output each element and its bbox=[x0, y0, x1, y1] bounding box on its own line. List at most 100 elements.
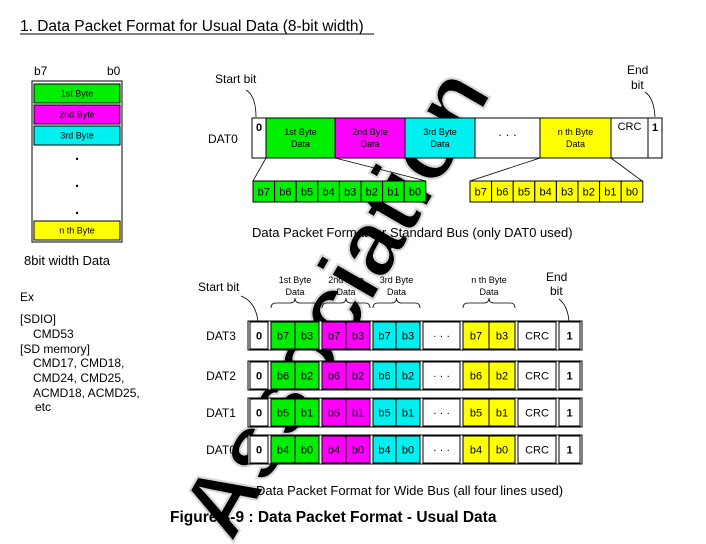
wide-bit-label: b5 bbox=[277, 407, 289, 419]
standard-expansion-connector bbox=[334, 157, 427, 182]
wide-crc-cell bbox=[517, 398, 557, 427]
examples-line: CMD53 bbox=[33, 327, 74, 341]
wide-start-bit-value: 0 bbox=[256, 407, 262, 419]
wide-end-bit-cell bbox=[558, 398, 581, 427]
section-heading: 1. Data Packet Format for Usual Data (8-… bbox=[20, 18, 364, 35]
wide-bit-cell bbox=[294, 435, 320, 464]
standard-byte-field-label: 1st Byte bbox=[284, 127, 317, 137]
standard-bit-label: b3 bbox=[561, 186, 573, 198]
examples-block: Ex [SDIO] CMD53 [SD memory] CMD17, CMD18… bbox=[20, 290, 140, 414]
wide-bit-cell bbox=[345, 435, 371, 464]
wide-byte-brace bbox=[321, 297, 371, 309]
standard-bit-cell bbox=[403, 180, 427, 203]
wide-bit-label: b0 bbox=[496, 444, 508, 456]
standard-bit-label: b6 bbox=[496, 186, 508, 198]
byte-column-dot: . bbox=[75, 147, 79, 164]
wide-byte-brace bbox=[462, 297, 516, 309]
wide-bit-label: b6 bbox=[328, 370, 340, 382]
wide-bit-label: b0 bbox=[352, 444, 364, 456]
wide-bit-cell bbox=[345, 398, 371, 427]
standard-byte-field-label: n th Byte bbox=[558, 127, 594, 137]
byte-column-row bbox=[33, 83, 121, 104]
wide-end-bit-value: 1 bbox=[566, 444, 572, 456]
wide-crc-label: CRC bbox=[525, 370, 549, 382]
standard-bit-cell bbox=[620, 180, 644, 203]
byte-column-caption: 8bit width Data bbox=[24, 253, 111, 268]
standard-bus-caption: Data Packet Format for Standard Bus (onl… bbox=[252, 225, 573, 240]
standard-end-bit-label: bit bbox=[631, 78, 644, 92]
wide-byte-header-label: Data bbox=[387, 287, 406, 297]
standard-expansion-connector bbox=[469, 157, 541, 182]
wide-byte-header-label: Data bbox=[285, 287, 304, 297]
wide-crc-label: CRC bbox=[525, 407, 549, 419]
standard-start-bit-pointer bbox=[245, 89, 257, 118]
wide-ellipsis-cell bbox=[422, 398, 461, 427]
wide-bit-label: b2 bbox=[301, 370, 313, 382]
byte-column-row bbox=[33, 220, 121, 241]
wide-ellipsis: · · · bbox=[433, 444, 450, 456]
wide-bit-label: b3 bbox=[496, 330, 508, 342]
wide-line-label: DAT0 bbox=[206, 443, 236, 457]
standard-byte-field-label: Data bbox=[430, 139, 449, 149]
standard-bit-label: b4 bbox=[539, 186, 551, 198]
wide-start-bit-cell bbox=[249, 361, 269, 390]
standard-bit-label: b6 bbox=[279, 186, 291, 198]
examples-title: Ex bbox=[20, 290, 34, 304]
wide-ellipsis-cell bbox=[422, 435, 461, 464]
wide-byte-header-label: 2nd Byte bbox=[328, 275, 364, 285]
wide-bit-cell bbox=[462, 435, 490, 464]
wide-end-bit-cell bbox=[558, 321, 581, 350]
wide-bit-label: b7 bbox=[328, 330, 340, 342]
wide-bit-label: b6 bbox=[277, 370, 289, 382]
wide-start-bit-value: 0 bbox=[256, 330, 262, 342]
examples-line: CMD17, CMD18, bbox=[33, 356, 124, 370]
wide-bit-cell bbox=[294, 361, 320, 390]
wide-start-bit-cell bbox=[249, 398, 269, 427]
wide-bit-cell bbox=[294, 321, 320, 350]
standard-ellipsis-cell bbox=[474, 117, 541, 159]
wide-end-bit-label: bit bbox=[550, 284, 563, 298]
wide-ellipsis: · · · bbox=[433, 330, 450, 342]
standard-end-bit-value: 1 bbox=[652, 122, 658, 134]
wide-crc-cell bbox=[517, 435, 557, 464]
wide-byte-brace bbox=[372, 297, 421, 309]
wide-line-label: DAT3 bbox=[206, 329, 236, 343]
standard-start-bit-value: 0 bbox=[256, 122, 262, 134]
wide-end-bit-label: End bbox=[546, 270, 567, 284]
wide-start-bit-label: Start bit bbox=[198, 280, 240, 294]
wide-start-bit-cell bbox=[249, 321, 269, 350]
standard-byte-field bbox=[539, 117, 612, 159]
wide-bit-cell bbox=[321, 435, 347, 464]
examples-line: etc bbox=[35, 400, 51, 414]
standard-bit-label: b4 bbox=[322, 186, 334, 198]
wide-end-bit-value: 1 bbox=[566, 330, 572, 342]
wide-crc-label: CRC bbox=[525, 444, 549, 456]
wide-bit-cell bbox=[488, 435, 516, 464]
figure-caption: Figure 3-9 : Data Packet Format - Usual … bbox=[170, 509, 497, 526]
wide-bit-label: b0 bbox=[301, 444, 313, 456]
wide-bit-label: b3 bbox=[301, 330, 313, 342]
byte-column-row-label: 2nd Byte bbox=[59, 110, 95, 120]
wide-bit-label: b2 bbox=[496, 370, 508, 382]
wide-bit-label: b1 bbox=[496, 407, 508, 419]
wide-bit-cell bbox=[321, 398, 347, 427]
byte-column-row-label: 3rd Byte bbox=[60, 131, 94, 141]
wide-bit-cell bbox=[395, 398, 421, 427]
wide-end-bit-value: 1 bbox=[566, 370, 572, 382]
examples-line: CMD24, CMD25, bbox=[33, 371, 124, 385]
wide-bit-label: b4 bbox=[277, 444, 289, 456]
standard-byte-field-label: 3rd Byte bbox=[423, 127, 457, 137]
wide-bit-label: b7 bbox=[470, 330, 482, 342]
standard-end-bit-pointer bbox=[644, 91, 656, 118]
wide-bit-label: b5 bbox=[378, 407, 390, 419]
wide-bus-caption: Data Packet Format for Wide Bus (all fou… bbox=[256, 483, 563, 498]
wide-bit-label: b6 bbox=[470, 370, 482, 382]
standard-ellipsis: · · · bbox=[498, 127, 517, 141]
standard-byte-field-label: Data bbox=[360, 139, 379, 149]
wide-bit-cell bbox=[395, 435, 421, 464]
standard-bit-label: b0 bbox=[409, 186, 421, 198]
wide-bit-label: b1 bbox=[352, 407, 364, 419]
standard-bit-label: b0 bbox=[626, 186, 638, 198]
wide-start-bit-value: 0 bbox=[256, 444, 262, 456]
